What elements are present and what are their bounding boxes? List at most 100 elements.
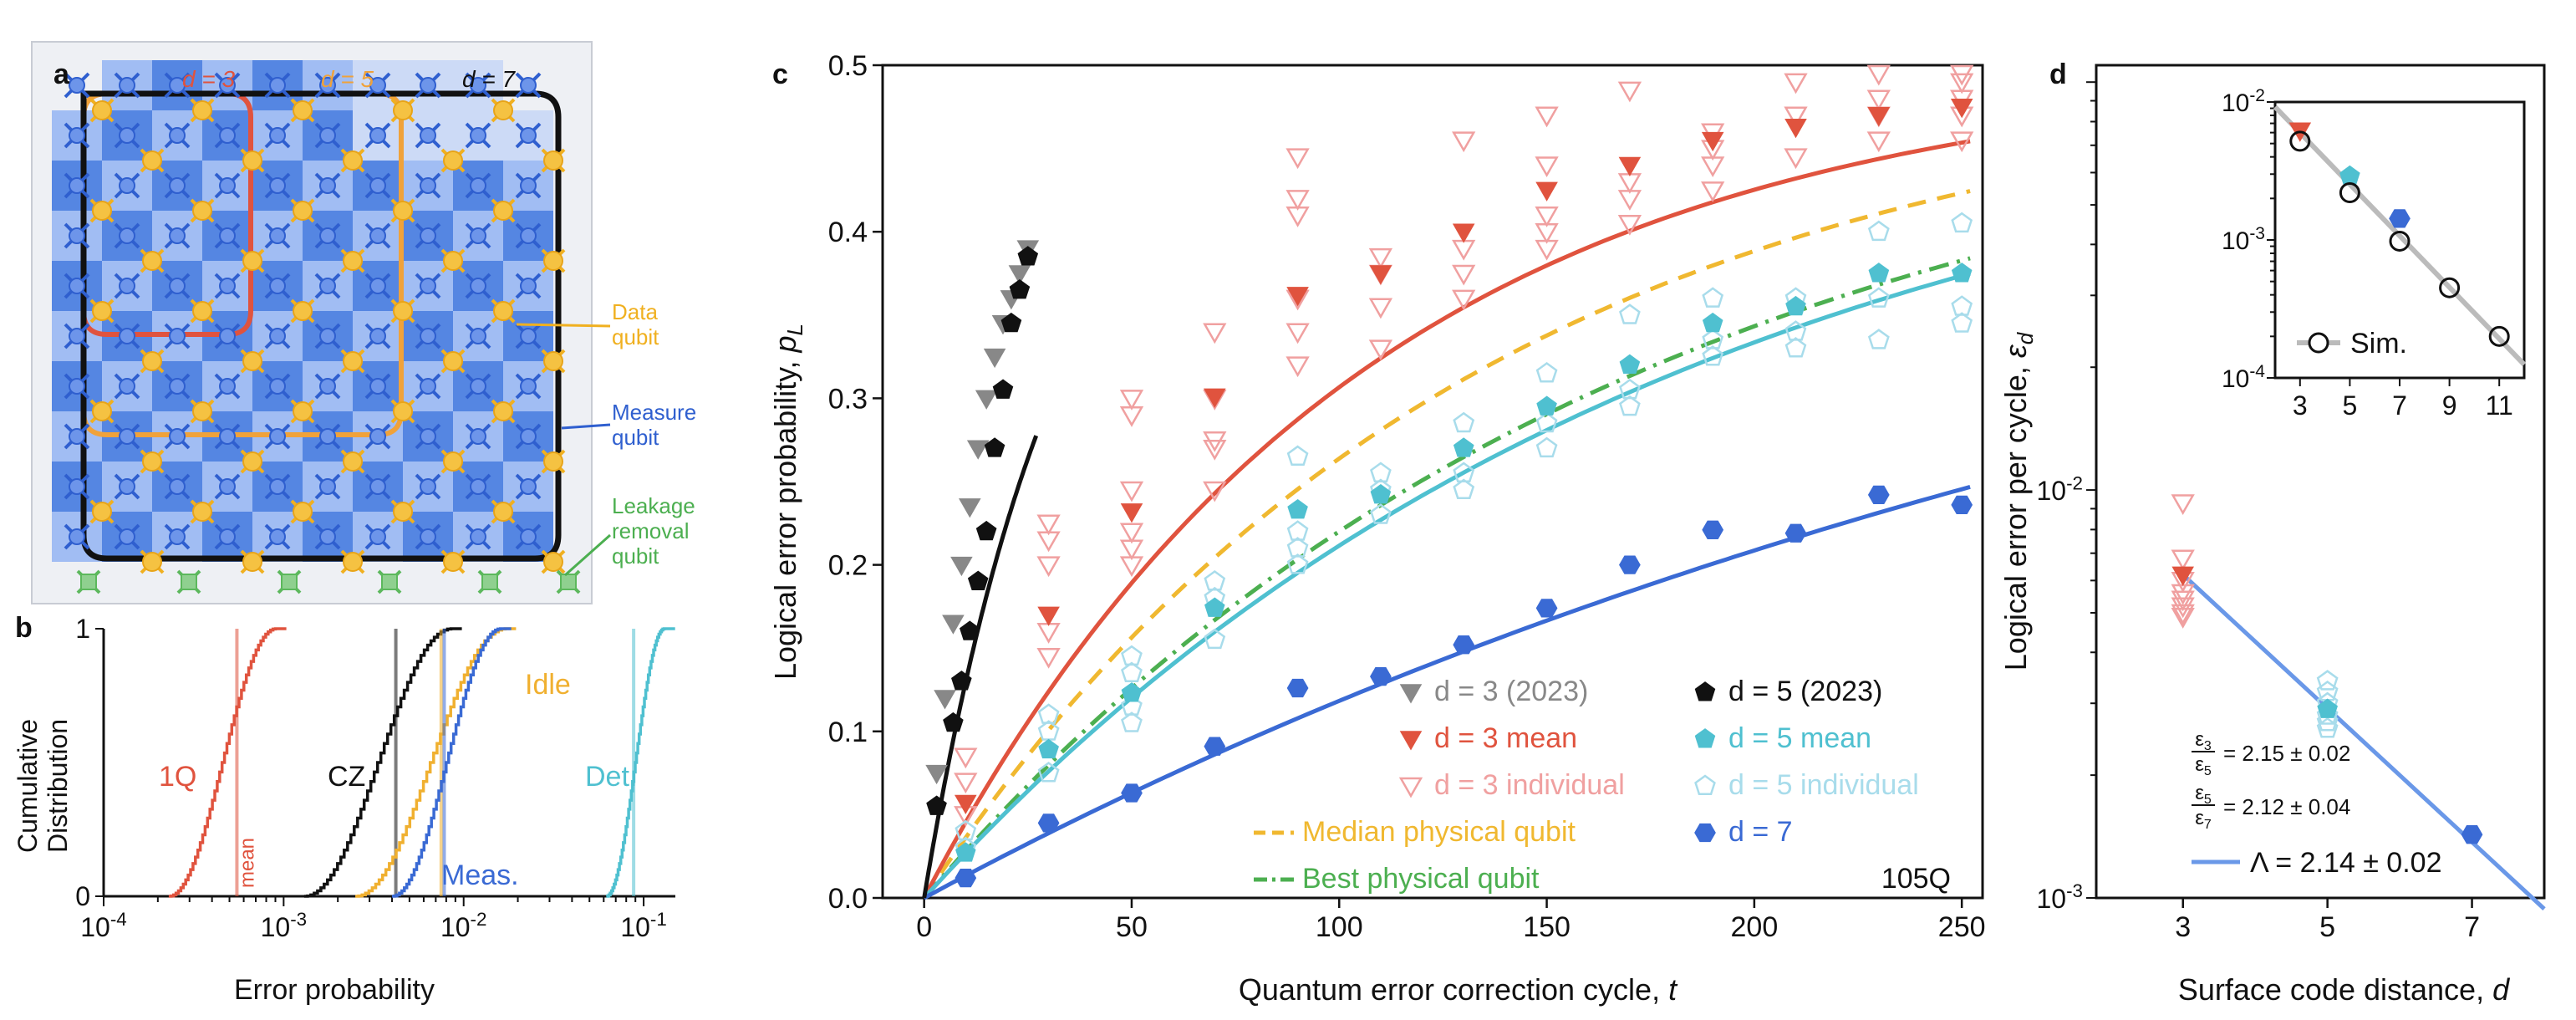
measure-qubit	[314, 473, 341, 500]
measure-qubit-dot	[369, 227, 386, 244]
data-qubit-dot	[343, 150, 363, 171]
measure-qubit	[164, 373, 191, 400]
c-point-d3individual	[1701, 181, 1725, 202]
data-qubit	[140, 248, 165, 273]
c-point-d3mean	[1784, 118, 1807, 139]
data-qubit	[440, 549, 466, 574]
data-qubit	[140, 349, 165, 374]
c-point-d3individual	[1036, 556, 1061, 578]
data-qubit-dot	[493, 201, 513, 221]
d-inset-y-tick-label-exp: -4	[2249, 362, 2265, 381]
c-point-d3individual	[1535, 106, 1559, 128]
measure-qubit-dot	[319, 177, 336, 194]
c-point-d3individual	[1866, 131, 1891, 153]
d-xlabel-var: d	[2492, 972, 2510, 1007]
data-qubit-dot	[92, 502, 112, 522]
cdf-cz-line	[303, 627, 462, 898]
c-point-d5individual	[1867, 287, 1890, 308]
measure-qubit	[214, 423, 241, 450]
d-fit-line	[2181, 573, 2546, 910]
c-point-d5mean	[1951, 263, 1973, 283]
c-point-d5individual	[1951, 295, 1973, 316]
c-point-d3mean	[1950, 99, 1973, 119]
data-qubit-dot	[543, 552, 563, 572]
best-physical-qubit-curve	[922, 256, 1971, 900]
c-point-d32023	[966, 440, 990, 460]
measure-qubit	[314, 373, 341, 400]
c-annotation: 105Q	[1881, 863, 1951, 895]
c-y-tick-label: 0.4	[828, 217, 868, 248]
legend-leakage-line1: Leakage	[612, 493, 695, 518]
data-qubit-dot	[343, 251, 363, 271]
measure-qubit-dot	[470, 77, 486, 94]
c-point-d3individual	[1368, 339, 1393, 361]
c-point-d5individual	[1784, 337, 1807, 358]
data-qubit-dot	[92, 301, 112, 321]
d-inset-sim-point	[2389, 230, 2411, 252]
d-inset-x-tick-label: 3	[2293, 390, 2308, 421]
data-qubit	[541, 549, 566, 574]
measure-qubit	[164, 523, 191, 550]
data-qubit	[541, 248, 566, 273]
measure-qubit-dot	[119, 378, 135, 395]
data-qubit-dot	[443, 251, 463, 271]
measure-qubit-dot	[470, 528, 486, 545]
b-y-tick-label: 0	[75, 881, 90, 911]
d-point-d5individual	[2316, 717, 2339, 738]
measure-qubit-dot	[470, 227, 486, 244]
c-point-d5individual	[1619, 303, 1641, 324]
measure-qubit	[314, 423, 341, 450]
data-qubit-dot	[343, 351, 363, 371]
d-point-d3mean	[2171, 566, 2194, 586]
c-x-tick-label: 50	[1116, 911, 1148, 943]
c-point-d5individual	[1453, 411, 1475, 433]
c-legend-marker	[1399, 731, 1423, 751]
c-point-d52023	[992, 379, 1014, 399]
measure-qubit	[515, 523, 542, 550]
measure-qubit-dot	[269, 227, 286, 244]
c-frame	[881, 64, 1984, 900]
c-point-d5mean	[1038, 738, 1059, 759]
d-inset-x-tick-label: 11	[2486, 390, 2513, 421]
measure-qubit-dot	[420, 378, 436, 395]
measure-qubit	[415, 423, 441, 450]
d-point-d3individual	[2171, 549, 2195, 571]
measure-qubit-dot	[119, 478, 135, 495]
measure-qubit-dot	[319, 378, 336, 395]
d-ratio-den-sub: 5	[2204, 764, 2212, 778]
d-ratio-numerator: ε5	[2195, 782, 2212, 807]
measure-qubit	[465, 423, 491, 450]
panel-label-d: d	[2049, 59, 2067, 90]
measure-qubit	[314, 172, 341, 199]
data-qubit	[440, 449, 466, 474]
d-ratio-num-sub: 5	[2204, 793, 2212, 807]
b-x-tick-label-exp: -1	[650, 909, 667, 930]
measure-qubit	[314, 222, 341, 249]
d-inset-y-tick-label-base: 10	[2222, 227, 2249, 255]
c-point-d3individual	[1452, 289, 1476, 311]
d-inset-y-tick-label: 10-2	[2222, 86, 2265, 117]
c-point-d3individual	[1036, 623, 1061, 644]
measure-qubit-dot	[219, 227, 236, 244]
c-point-d7	[1204, 737, 1226, 756]
c-point-d5mean	[1619, 354, 1641, 375]
measure-qubit	[64, 523, 90, 550]
panel-label-b: b	[15, 612, 33, 644]
b-x-tick-label-base: 10	[80, 912, 110, 942]
measure-qubit	[164, 122, 191, 149]
leakage-qubit	[556, 569, 581, 594]
data-qubit	[140, 549, 165, 574]
measure-qubit-dot	[319, 127, 336, 144]
measure-qubit-dot	[219, 378, 236, 395]
data-qubit-dot	[192, 301, 212, 321]
measure-qubit-dot	[420, 227, 436, 244]
c-legend-label: d = 3 mean	[1434, 722, 1577, 754]
d-ylabel-sub: d	[2013, 331, 2038, 344]
measure-qubit	[465, 273, 491, 299]
measure-qubit-dot	[369, 528, 386, 545]
measure-qubit-dot	[369, 478, 386, 495]
measure-qubit	[114, 273, 140, 299]
measure-qubit-dot	[169, 278, 186, 294]
